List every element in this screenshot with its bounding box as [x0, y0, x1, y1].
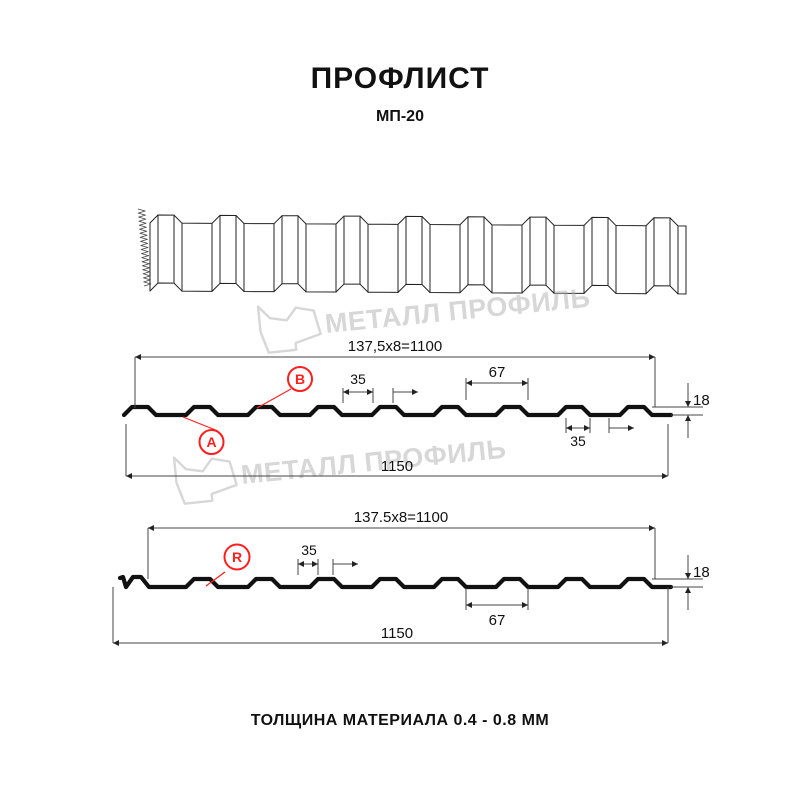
- svg-text:1150: 1150: [381, 458, 413, 475]
- svg-text:67: 67: [489, 612, 506, 629]
- svg-text:35: 35: [570, 433, 586, 449]
- svg-text:18: 18: [693, 392, 710, 409]
- svg-text:67: 67: [489, 364, 506, 381]
- svg-text:A: A: [206, 434, 216, 450]
- svg-text:35: 35: [301, 542, 317, 558]
- svg-text:18: 18: [693, 564, 710, 581]
- svg-text:R: R: [232, 549, 242, 565]
- svg-text:1150: 1150: [381, 625, 413, 642]
- svg-text:B: B: [295, 371, 305, 387]
- svg-text:137.5x8=1100: 137.5x8=1100: [354, 509, 448, 526]
- svg-text:35: 35: [350, 371, 366, 387]
- svg-text:137,5x8=1100: 137,5x8=1100: [348, 338, 442, 355]
- svg-text:МЕТАЛЛ ПРОФИЛЬ: МЕТАЛЛ ПРОФИЛЬ: [240, 434, 508, 490]
- svg-text:МЕТАЛЛ ПРОФИЛЬ: МЕТАЛЛ ПРОФИЛЬ: [324, 283, 592, 339]
